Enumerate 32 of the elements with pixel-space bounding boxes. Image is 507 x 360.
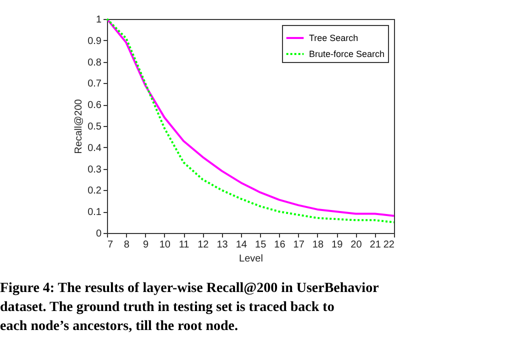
x-axis-title: Level bbox=[239, 254, 263, 264]
y-tick-label: 0 bbox=[96, 228, 102, 240]
x-tick-label: 12 bbox=[198, 240, 210, 250]
y-tick-label: 0.1 bbox=[88, 207, 102, 218]
y-tick-label: 0.4 bbox=[88, 142, 102, 154]
x-tick-label: 22 bbox=[383, 240, 395, 250]
y-tick-label: 1 bbox=[96, 14, 102, 26]
x-tick-label: 14 bbox=[236, 240, 248, 250]
x-tick-label: 18 bbox=[312, 240, 324, 250]
x-tick-label: 11 bbox=[178, 240, 190, 250]
legend-label: Brute-force Search bbox=[309, 49, 385, 59]
x-tick-label: 7 bbox=[108, 240, 114, 250]
y-tick-label: 0.7 bbox=[88, 78, 102, 90]
x-tick-label: 20 bbox=[350, 240, 362, 250]
y-tick-label: 0.6 bbox=[88, 100, 102, 112]
y-tick-label: 0.9 bbox=[88, 36, 102, 47]
x-tick-label: 9 bbox=[142, 240, 149, 250]
y-tick-label: 0.3 bbox=[88, 164, 102, 176]
y-axis-title: Recall@200 bbox=[74, 98, 85, 154]
x-tick-label: 10 bbox=[159, 240, 171, 250]
y-tick-label: 0.8 bbox=[88, 57, 102, 68]
y-tick-label: 0.5 bbox=[88, 122, 102, 132]
x-tick-label: 16 bbox=[274, 240, 286, 250]
x-tick-label: 13 bbox=[216, 240, 228, 250]
x-tick-label: 8 bbox=[124, 240, 130, 250]
y-tick-label: 0.2 bbox=[88, 186, 102, 197]
x-tick-label: 21 bbox=[370, 240, 382, 250]
x-tick-label: 17 bbox=[293, 240, 305, 250]
x-tick-label: 19 bbox=[332, 240, 344, 250]
legend-label: Tree Search bbox=[309, 33, 358, 43]
x-tick-label: 15 bbox=[255, 240, 267, 250]
caption: Figure 4: The results of layer-wise Recall@200 in UserBehavior dataset. The ground truth in testing set is traced back to each node’s ancestors, till the root node. bbox=[0, 281, 379, 334]
